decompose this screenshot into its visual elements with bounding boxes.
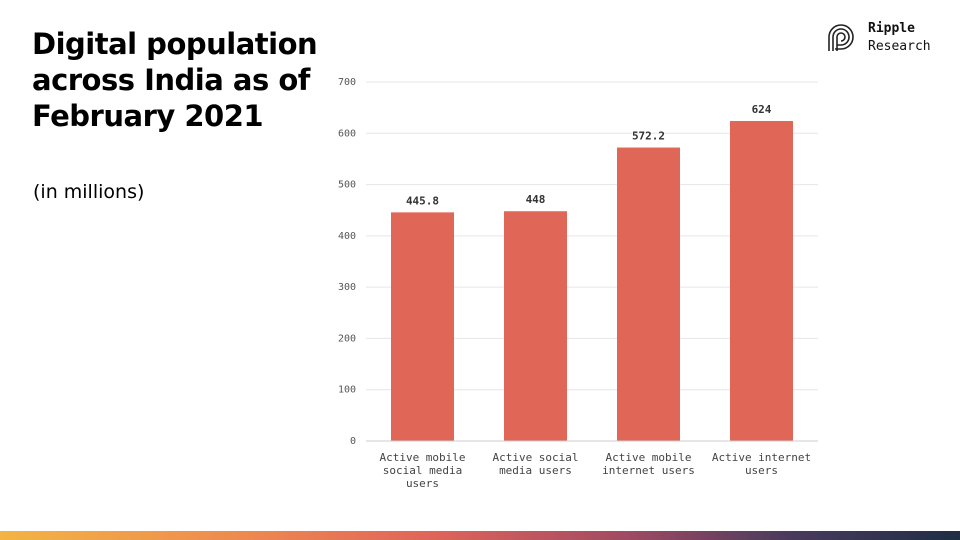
y-tick-label: 100: [338, 385, 356, 396]
y-tick-label: 600: [338, 128, 356, 139]
data-label: 624: [752, 103, 772, 116]
footer-gradient-bar: [0, 531, 960, 540]
y-tick-label: 400: [338, 231, 356, 242]
data-label: 445.8: [406, 194, 439, 207]
logo-subname: Research: [868, 39, 931, 54]
y-tick-label: 300: [338, 282, 356, 293]
data-label: 572.2: [632, 130, 665, 143]
bar: [730, 120, 793, 441]
data-label: 448: [526, 193, 546, 206]
bar: [617, 147, 680, 441]
ripple-logo-icon: [828, 24, 854, 51]
x-tick-label: Active internet users: [712, 451, 811, 477]
bar: [504, 211, 567, 441]
slide-subtitle: (in millions): [33, 181, 145, 203]
bar: [391, 212, 454, 441]
y-tick-label: 700: [338, 77, 356, 88]
slide-title: Digital population across India as of Fe…: [32, 27, 318, 133]
y-tick-label: 0: [350, 436, 356, 447]
y-tick-label: 200: [338, 333, 356, 344]
ripple-logo: Ripple Research: [826, 20, 931, 56]
x-tick-label: Active social media users: [492, 451, 578, 477]
logo-name: Ripple: [868, 21, 915, 36]
y-tick-label: 500: [338, 180, 356, 191]
x-tick-label: Active mobile internet users: [602, 451, 695, 477]
x-tick-label: Active mobile social media users: [379, 451, 465, 490]
